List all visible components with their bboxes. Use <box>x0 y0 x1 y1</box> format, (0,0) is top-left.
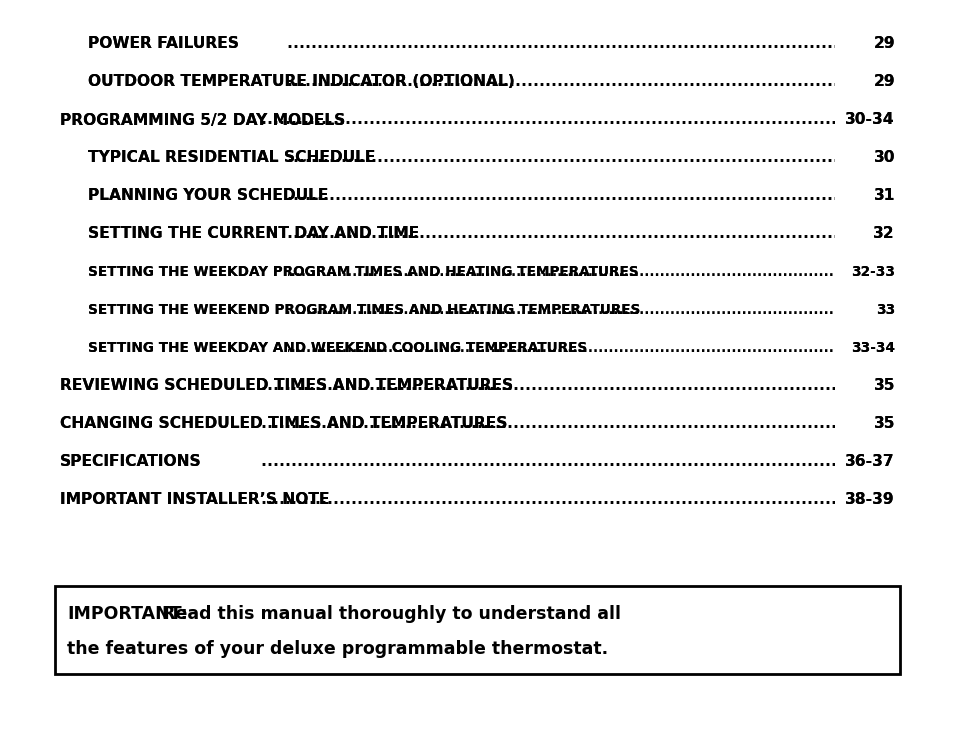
Text: SPECIFICATIONS: SPECIFICATIONS <box>60 454 201 470</box>
Text: CHANGING SCHEDULED TIMES AND TEMPERATURES: CHANGING SCHEDULED TIMES AND TEMPERATURE… <box>60 416 507 432</box>
Text: ................................................................................: ........................................… <box>0 454 953 470</box>
Text: the features of your deluxe programmable thermostat.: the features of your deluxe programmable… <box>67 640 607 658</box>
Text: 36-37: 36-37 <box>844 454 894 470</box>
Text: ................................................................................: ........................................… <box>0 379 953 393</box>
Text: 36-37: 36-37 <box>844 454 894 470</box>
Text: SETTING THE CURRENT DAY AND TIME: SETTING THE CURRENT DAY AND TIME <box>88 227 418 241</box>
Text: PLANNING YOUR SCHEDULE: PLANNING YOUR SCHEDULE <box>88 189 328 203</box>
Text: 29: 29 <box>872 74 894 90</box>
Text: 33: 33 <box>875 303 894 317</box>
Text: ................................................................................: ........................................… <box>0 37 953 51</box>
Text: ................................................................................: ........................................… <box>0 74 953 90</box>
Text: POWER FAILURES: POWER FAILURES <box>88 37 239 51</box>
Text: ................................................................................: ........................................… <box>0 112 953 128</box>
Text: 32: 32 <box>872 227 894 241</box>
Text: 31: 31 <box>873 189 894 203</box>
Text: ................................................................................: ........................................… <box>0 341 953 355</box>
Text: 30: 30 <box>873 150 894 165</box>
Text: OUTDOOR TEMPERATURE INDICATOR (OPTIONAL): OUTDOOR TEMPERATURE INDICATOR (OPTIONAL) <box>88 74 515 90</box>
Text: POWER FAILURES: POWER FAILURES <box>88 37 239 51</box>
Text: IMPORTANT:: IMPORTANT: <box>67 605 188 623</box>
Text: ................................................................................: ........................................… <box>0 189 953 203</box>
Text: 32-33: 32-33 <box>850 265 894 279</box>
Text: SETTING THE WEEKDAY AND WEEKEND COOLING TEMPERATURES: SETTING THE WEEKDAY AND WEEKEND COOLING … <box>88 341 587 355</box>
Text: ................................................................................: ........................................… <box>0 265 953 279</box>
Text: SETTING THE WEEKEND PROGRAM TIMES AND HEATING TEMPERATURES: SETTING THE WEEKEND PROGRAM TIMES AND HE… <box>88 303 639 317</box>
Text: ................................................................................: ........................................… <box>0 303 953 317</box>
Text: OUTDOOR TEMPERATURE INDICATOR (OPTIONAL): OUTDOOR TEMPERATURE INDICATOR (OPTIONAL) <box>88 74 515 90</box>
Text: REVIEWING SCHEDULED TIMES AND TEMPERATURES: REVIEWING SCHEDULED TIMES AND TEMPERATUR… <box>60 379 513 393</box>
Text: 32: 32 <box>872 227 894 241</box>
Text: SETTING THE WEEKDAY PROGRAM TIMES AND HEATING TEMPERATURES: SETTING THE WEEKDAY PROGRAM TIMES AND HE… <box>88 265 638 279</box>
Text: 30: 30 <box>873 150 894 165</box>
Text: 35: 35 <box>873 416 894 432</box>
Text: IMPORTANT INSTALLER’S NOTE: IMPORTANT INSTALLER’S NOTE <box>60 493 329 507</box>
Text: ................................................................................: ........................................… <box>0 416 953 432</box>
Text: ................................................................................: ........................................… <box>0 227 953 241</box>
Text: 33: 33 <box>875 303 894 317</box>
Text: 33-34: 33-34 <box>850 341 894 355</box>
Text: 30-34: 30-34 <box>844 112 894 128</box>
Text: SETTING THE CURRENT DAY AND TIME: SETTING THE CURRENT DAY AND TIME <box>88 227 418 241</box>
Text: PROGRAMMING 5/2 DAY MODELS: PROGRAMMING 5/2 DAY MODELS <box>60 112 345 128</box>
Text: 29: 29 <box>872 37 894 51</box>
Text: 31: 31 <box>873 189 894 203</box>
Text: 35: 35 <box>873 416 894 432</box>
Text: SETTING THE WEEKDAY AND WEEKEND COOLING TEMPERATURES: SETTING THE WEEKDAY AND WEEKEND COOLING … <box>88 341 587 355</box>
Text: IMPORTANT INSTALLER’S NOTE: IMPORTANT INSTALLER’S NOTE <box>60 493 329 507</box>
Text: 32-33: 32-33 <box>850 265 894 279</box>
Text: REVIEWING SCHEDULED TIMES AND TEMPERATURES: REVIEWING SCHEDULED TIMES AND TEMPERATUR… <box>60 379 513 393</box>
Text: ................................................................................: ........................................… <box>0 150 953 165</box>
Text: 38-39: 38-39 <box>844 493 894 507</box>
Text: PROGRAMMING 5/2 DAY MODELS: PROGRAMMING 5/2 DAY MODELS <box>60 112 345 128</box>
Text: SETTING THE WEEKDAY PROGRAM TIMES AND HEATING TEMPERATURES: SETTING THE WEEKDAY PROGRAM TIMES AND HE… <box>88 265 638 279</box>
Text: Read this manual thoroughly to understand all: Read this manual thoroughly to understan… <box>162 605 620 623</box>
Text: 30-34: 30-34 <box>844 112 894 128</box>
Text: 29: 29 <box>872 74 894 90</box>
Text: TYPICAL RESIDENTIAL SCHEDULE: TYPICAL RESIDENTIAL SCHEDULE <box>88 150 375 165</box>
Text: 38-39: 38-39 <box>844 493 894 507</box>
Bar <box>55 586 899 674</box>
Text: SETTING THE WEEKEND PROGRAM TIMES AND HEATING TEMPERATURES: SETTING THE WEEKEND PROGRAM TIMES AND HE… <box>88 303 639 317</box>
Text: 35: 35 <box>873 379 894 393</box>
Text: TYPICAL RESIDENTIAL SCHEDULE: TYPICAL RESIDENTIAL SCHEDULE <box>88 150 375 165</box>
Text: SPECIFICATIONS: SPECIFICATIONS <box>60 454 201 470</box>
Text: CHANGING SCHEDULED TIMES AND TEMPERATURES: CHANGING SCHEDULED TIMES AND TEMPERATURE… <box>60 416 507 432</box>
Text: 29: 29 <box>872 37 894 51</box>
Text: 33-34: 33-34 <box>850 341 894 355</box>
Text: ................................................................................: ........................................… <box>0 493 953 507</box>
Text: 35: 35 <box>873 379 894 393</box>
Text: PLANNING YOUR SCHEDULE: PLANNING YOUR SCHEDULE <box>88 189 328 203</box>
